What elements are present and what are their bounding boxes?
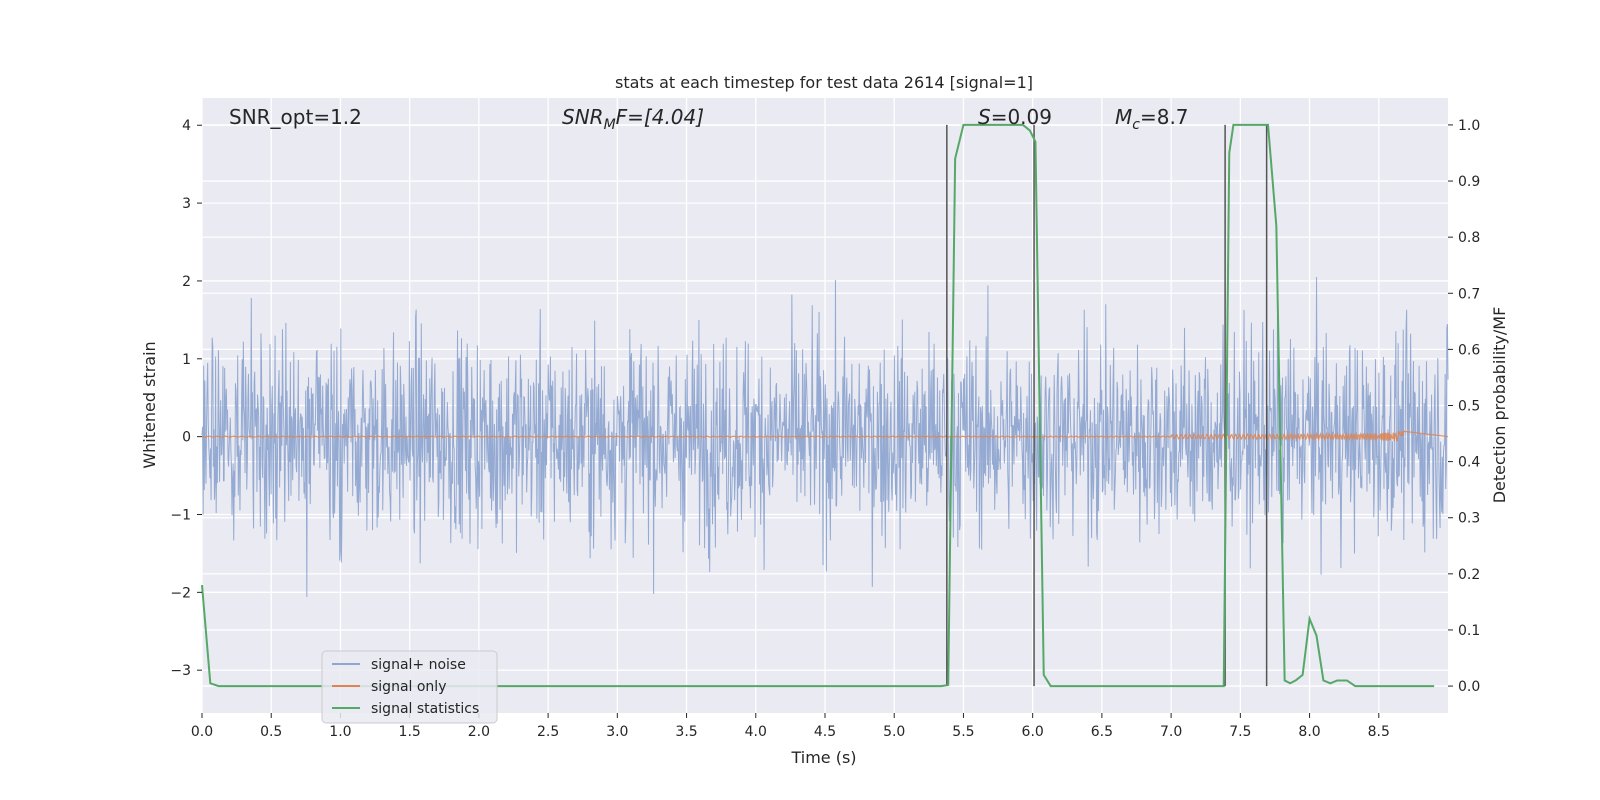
y-left-axis-ticks: −3 −2 −1 0 1 2 3 4	[170, 118, 202, 679]
x-tick-label-2: 1.0	[329, 724, 351, 740]
x-tick-label-15: 7.5	[1229, 724, 1251, 740]
y-right-tick-label-2: 0.2	[1458, 567, 1480, 583]
annotation-chirp-mass: Mc=8.7	[1115, 105, 1189, 133]
y-right-tick-label-7: 0.7	[1458, 286, 1480, 302]
y-right-tick-label-8: 0.8	[1458, 230, 1480, 246]
y-left-tick-label-7: 4	[182, 118, 191, 134]
x-tick-label-0: 0.0	[191, 724, 213, 740]
x-axis-ticks: 0.0 0.5 1.0 1.5 2.0 2.5 3.0 3.5 4.0 4.5 5.0 5.5 6.0 6…	[191, 713, 1390, 740]
x-tick-label-10: 5.0	[883, 724, 905, 740]
x-tick-label-17: 8.5	[1368, 724, 1390, 740]
noise-trace	[201, 276, 1449, 598]
y-left-tick-label-5: 2	[182, 274, 191, 290]
y-left-tick-label-6: 3	[182, 196, 191, 212]
y-left-tick-label-3: 0	[182, 430, 191, 446]
x-tick-label-4: 2.0	[468, 724, 490, 740]
y-right-tick-label-0: 0.0	[1458, 679, 1480, 695]
annotation-s-stat: S=0.09	[978, 105, 1052, 129]
series-signal-only	[201, 430, 1449, 442]
legend: signal+ noise signal only signal statist…	[321, 650, 498, 724]
x-tick-label-14: 7.0	[1160, 724, 1182, 740]
legend-label-signal-only: signal only	[371, 679, 446, 695]
annotation-snr-mf: SNRMF=[4.04]	[562, 105, 704, 133]
series-signal-plus-noise	[201, 276, 1449, 598]
y-left-tick-label-2: −1	[170, 507, 191, 523]
legend-label-signal-statistics: signal statistics	[371, 701, 479, 717]
y-right-tick-label-1: 0.1	[1458, 623, 1480, 639]
detection-boundary-lines	[946, 124, 1268, 687]
y-right-tick-label-4: 0.4	[1458, 455, 1480, 471]
x-tick-label-6: 3.0	[606, 724, 628, 740]
y-right-tick-label-3: 0.3	[1458, 511, 1480, 527]
y-right-tick-label-5: 0.5	[1458, 399, 1480, 415]
legend-label-signal-plus-noise: signal+ noise	[371, 657, 466, 673]
x-tick-label-1: 0.5	[260, 724, 282, 740]
y-left-tick-label-0: −3	[170, 663, 191, 679]
y-left-tick-label-1: −2	[170, 585, 191, 601]
y-left-tick-label-4: 1	[182, 352, 191, 368]
signal-trace	[201, 430, 1449, 442]
x-tick-label-16: 8.0	[1298, 724, 1320, 740]
y-right-tick-label-9: 0.9	[1458, 174, 1480, 190]
series-signal-statistics	[201, 123, 1435, 688]
y-right-axis-ticks: 0.0 0.1 0.2 0.3 0.4 0.5 0.6 0.7 0.8 0.9 1.0	[1448, 118, 1480, 695]
x-tick-label-12: 6.0	[1022, 724, 1044, 740]
x-tick-label-9: 4.5	[814, 724, 836, 740]
x-tick-label-11: 5.5	[952, 724, 974, 740]
y-right-tick-label-6: 0.6	[1458, 342, 1480, 358]
statistics-trace	[201, 123, 1435, 688]
y-left-axis-label: Whitened strain	[140, 341, 159, 468]
annotation-snr-opt: SNR_opt=1.2	[229, 105, 362, 129]
x-axis-label: Time (s)	[790, 748, 856, 767]
chart-title: stats at each timestep for test data 261…	[615, 73, 1033, 92]
x-tick-label-5: 2.5	[537, 724, 559, 740]
x-tick-label-3: 1.5	[399, 724, 421, 740]
x-tick-label-8: 4.0	[745, 724, 767, 740]
y-right-tick-label-10: 1.0	[1458, 118, 1480, 134]
y-right-axis-label: Detection probability/MF	[1490, 307, 1509, 504]
x-tick-label-13: 6.5	[1091, 724, 1113, 740]
x-tick-label-7: 3.5	[675, 724, 697, 740]
